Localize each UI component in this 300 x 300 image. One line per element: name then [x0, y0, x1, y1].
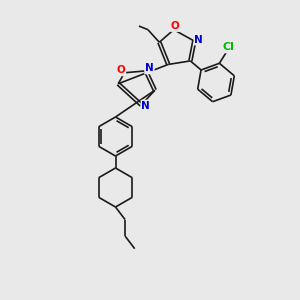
Text: N: N [141, 100, 150, 111]
Text: Cl: Cl [222, 42, 234, 52]
Text: N: N [194, 34, 203, 44]
Text: N: N [145, 64, 154, 74]
Text: O: O [117, 65, 125, 75]
Text: O: O [171, 21, 180, 31]
